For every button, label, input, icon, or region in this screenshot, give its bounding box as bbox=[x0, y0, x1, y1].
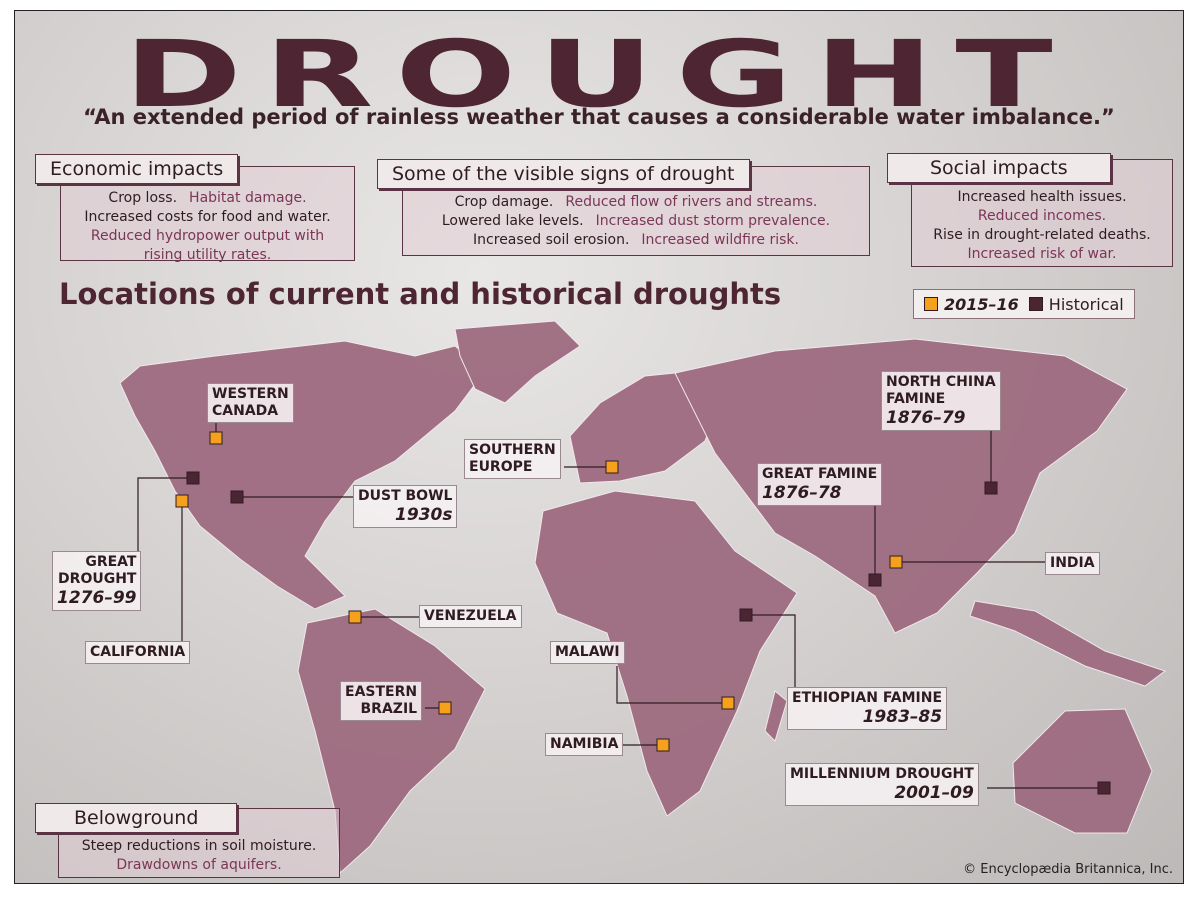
panel-item: Lowered lake levels. bbox=[441, 213, 584, 229]
location-name: DROUGHT bbox=[58, 571, 137, 587]
panel-item: Crop damage. bbox=[454, 194, 554, 210]
location-name: WESTERN bbox=[212, 386, 289, 402]
legend: 2015–16 Historical bbox=[913, 289, 1135, 319]
location-date: 1930s bbox=[395, 505, 453, 525]
location-name: CALIFORNIA bbox=[90, 644, 186, 660]
location-name: NAMIBIA bbox=[550, 736, 619, 752]
credit: © Encyclopædia Britannica, Inc. bbox=[963, 862, 1173, 877]
location-name: EASTERN bbox=[345, 684, 418, 700]
continents bbox=[119, 320, 1167, 875]
asia bbox=[674, 338, 1128, 634]
location-name: FAMINE bbox=[886, 391, 946, 407]
location-name: NORTH CHINA bbox=[886, 374, 996, 390]
panel-item: Increased dust storm prevalence. bbox=[595, 213, 831, 229]
location-marker bbox=[984, 481, 998, 495]
location-marker bbox=[605, 460, 619, 474]
location-name: EUROPE bbox=[469, 459, 533, 475]
legend-label: 2015–16 bbox=[944, 294, 1019, 314]
islands bbox=[969, 600, 1167, 687]
panel-item: Reduced incomes. bbox=[977, 208, 1107, 224]
location-name: MILLENNIUM DROUGHT bbox=[790, 766, 974, 782]
panel-item: Increased wildfire risk. bbox=[641, 232, 799, 248]
legend-entry: 2015–16 bbox=[924, 295, 1019, 314]
subtitle: “An extended period of rainless weather … bbox=[83, 105, 1115, 129]
panel-item: Increased soil erosion. bbox=[473, 232, 630, 248]
location-label: MILLENNIUM DROUGHT 2001–09 bbox=[785, 763, 979, 806]
location-label: INDIA bbox=[1045, 552, 1100, 575]
greenland bbox=[454, 320, 581, 404]
madagascar bbox=[764, 690, 788, 742]
location-marker bbox=[438, 701, 452, 715]
location-marker bbox=[656, 738, 670, 752]
location-marker bbox=[348, 610, 362, 624]
location-marker bbox=[209, 431, 223, 445]
panel-title: Some of the visible signs of drought bbox=[377, 159, 750, 189]
south-america bbox=[297, 608, 486, 875]
panel-item: Reduced flow of rivers and streams. bbox=[565, 194, 818, 210]
location-label: WESTERN CANADA bbox=[207, 383, 294, 423]
location-name: GREAT FAMINE bbox=[762, 466, 878, 482]
location-name: MALAWI bbox=[555, 644, 620, 660]
map-title: Locations of current and historical drou… bbox=[59, 277, 782, 311]
location-marker bbox=[186, 471, 200, 485]
north-america bbox=[119, 340, 486, 610]
title: DROUGHT bbox=[123, 21, 1075, 128]
location-date: 1276–99 bbox=[57, 588, 137, 608]
africa bbox=[534, 490, 798, 817]
australia bbox=[1012, 708, 1153, 834]
panel-title: Social impacts bbox=[887, 153, 1111, 183]
panel-item: Increased health issues. bbox=[957, 189, 1127, 205]
legend-label: Historical bbox=[1048, 294, 1124, 314]
location-name: DUST BOWL bbox=[358, 488, 453, 504]
panel-item: Rise in drought-related deaths. bbox=[933, 227, 1151, 243]
location-date: 1983–85 bbox=[862, 707, 943, 727]
location-label: SOUTHERN EUROPE bbox=[464, 439, 561, 479]
location-marker bbox=[175, 494, 189, 508]
location-marker bbox=[1097, 781, 1111, 795]
location-name: GREAT bbox=[85, 554, 137, 570]
location-date: 1876–79 bbox=[886, 408, 966, 428]
location-marker bbox=[739, 608, 753, 622]
location-label: CALIFORNIA bbox=[85, 641, 191, 664]
legend-swatch bbox=[1028, 296, 1043, 311]
location-label: DUST BOWL 1930s bbox=[353, 485, 458, 528]
markers bbox=[175, 431, 1111, 795]
location-marker bbox=[230, 490, 244, 504]
panel-item: Drawdowns of aquifers. bbox=[116, 857, 282, 873]
location-name: CANADA bbox=[212, 403, 279, 419]
location-marker bbox=[889, 555, 903, 569]
location-label: EASTERN BRAZIL bbox=[340, 681, 423, 721]
panel-item: Crop loss. bbox=[108, 190, 178, 206]
location-name: VENEZUELA bbox=[424, 608, 517, 624]
location-name: INDIA bbox=[1050, 555, 1095, 571]
panel-title: Economic impacts bbox=[35, 154, 239, 184]
panel-item: Increased costs for food and water. bbox=[84, 209, 331, 225]
panel-item: Habitat damage. bbox=[189, 190, 307, 206]
infographic: DROUGHT “An extended period of rainless … bbox=[14, 10, 1184, 884]
location-date: 2001–09 bbox=[894, 783, 974, 803]
location-date: 1876–78 bbox=[762, 483, 842, 503]
location-name: ETHIOPIAN FAMINE bbox=[792, 690, 943, 706]
location-label: NAMIBIA bbox=[545, 733, 624, 756]
location-marker bbox=[721, 696, 735, 710]
location-marker bbox=[868, 573, 882, 587]
location-label: VENEZUELA bbox=[419, 605, 522, 628]
panel-item: Reduced hydropower output with rising ut… bbox=[90, 228, 325, 263]
legend-swatch bbox=[924, 296, 938, 311]
legend-entry: Historical bbox=[1028, 294, 1124, 314]
panel-title: Belowground bbox=[35, 803, 238, 833]
location-name: SOUTHERN bbox=[469, 442, 556, 458]
location-label: NORTH CHINA FAMINE 1876–79 bbox=[881, 371, 1001, 431]
world-map bbox=[119, 320, 1167, 875]
location-label: GREAT FAMINE 1876–78 bbox=[757, 463, 883, 506]
panel-item: Steep reductions in soil moisture. bbox=[81, 838, 317, 854]
panel-item: Increased risk of war. bbox=[967, 246, 1117, 262]
location-label: GREAT DROUGHT 1276–99 bbox=[52, 551, 142, 611]
location-label: MALAWI bbox=[550, 641, 625, 664]
location-name: BRAZIL bbox=[360, 701, 418, 717]
location-label: ETHIOPIAN FAMINE 1983–85 bbox=[787, 687, 948, 730]
